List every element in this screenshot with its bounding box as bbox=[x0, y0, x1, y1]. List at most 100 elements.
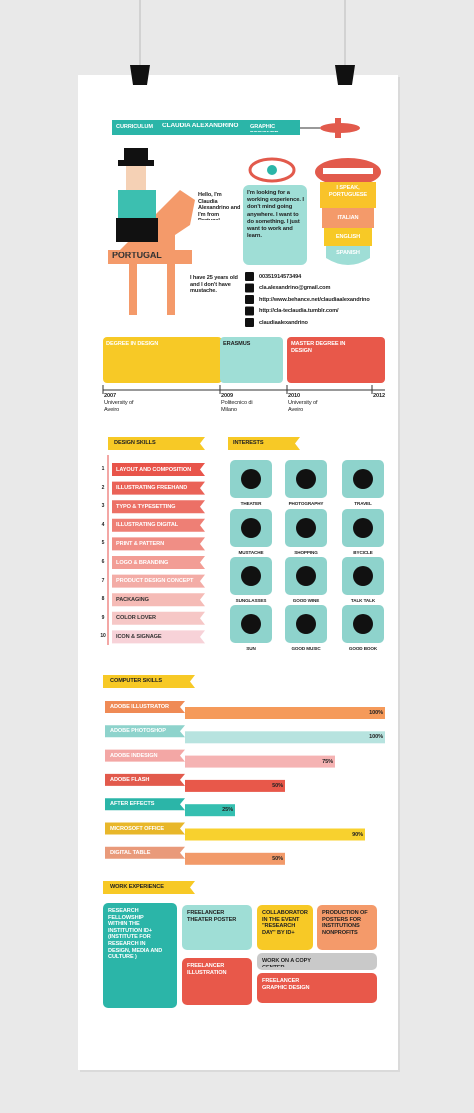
timeline-year: 2012 bbox=[373, 393, 386, 399]
work-box bbox=[257, 905, 313, 950]
computer-skill: ADOBE INDESIGN bbox=[110, 752, 158, 759]
ribbon bbox=[112, 518, 205, 532]
skill-number: 4 bbox=[101, 521, 105, 528]
ribbon bbox=[105, 822, 185, 835]
header-name: CLAUDIA ALEXANDRINO bbox=[162, 123, 239, 129]
skill-number: 8 bbox=[101, 596, 105, 603]
contact-icon bbox=[245, 272, 254, 281]
interest-glyph bbox=[353, 614, 373, 634]
timeline-place: University of Aveiro bbox=[104, 400, 134, 413]
language: SPANISH bbox=[336, 250, 360, 256]
intro-looking: I'm looking for a working experience. I … bbox=[247, 190, 304, 240]
skill-level: 100% bbox=[369, 710, 383, 716]
work-item: FREELANCER THEATER POSTER bbox=[187, 910, 237, 923]
interest-label: SHOPPING bbox=[294, 550, 318, 555]
interest-glyph bbox=[296, 614, 316, 634]
ribbon bbox=[105, 725, 185, 738]
skills-rail bbox=[107, 455, 109, 645]
interest-glyph bbox=[353, 469, 373, 489]
ribbon bbox=[112, 537, 205, 551]
work-item: WORK ON A COPY CENTER bbox=[262, 958, 311, 967]
contact-text: claudiaalexandrino bbox=[259, 319, 308, 326]
interest-glyph bbox=[241, 614, 261, 634]
computer-skill: DIGITAL TABLE bbox=[110, 849, 151, 856]
section-title: DESIGN SKILLS bbox=[114, 440, 156, 446]
binder-clip bbox=[130, 65, 150, 85]
interest-label: GOOD WINE bbox=[292, 598, 320, 603]
section-title: WORK EXPERIENCE bbox=[110, 884, 164, 890]
contact-icon bbox=[245, 283, 254, 293]
contact-text: http://www.behance.net/claudiaalexandrin… bbox=[259, 296, 370, 303]
timeline-year: 2007 bbox=[104, 393, 117, 399]
work-item: FREELANCER GRAPHIC DESIGN bbox=[262, 978, 310, 991]
language: ITALIAN bbox=[337, 215, 359, 221]
language: ENGLISH bbox=[335, 234, 361, 240]
intro-country: PORTUGAL bbox=[112, 252, 162, 260]
timeline-place: University of Aveiro bbox=[288, 400, 318, 413]
ribbon bbox=[228, 437, 300, 450]
section-title: INTERESTS bbox=[233, 440, 264, 446]
ribbon bbox=[105, 846, 185, 859]
design-skill: ICON & SIGNAGE bbox=[116, 633, 162, 640]
interest-glyph bbox=[353, 518, 373, 538]
skill-bar bbox=[185, 731, 385, 744]
ribbon bbox=[103, 675, 195, 688]
skill-level: 90% bbox=[352, 831, 363, 838]
eye-icon bbox=[248, 157, 296, 183]
interest-glyph bbox=[241, 469, 261, 489]
interest-glyph bbox=[296, 566, 316, 586]
interest-label: TALK TALK bbox=[350, 598, 376, 603]
computer-skill: MICROSOFT OFFICE bbox=[110, 825, 165, 832]
skill-bar bbox=[185, 779, 285, 792]
ribbon bbox=[103, 881, 195, 894]
timeline-label: MASTER DEGREE IN DESIGN bbox=[291, 341, 346, 354]
timeline-box bbox=[220, 337, 283, 383]
contact-text: 00351914573494 bbox=[259, 273, 302, 280]
timeline-place: Politecnico di Milano bbox=[221, 400, 253, 413]
work-item: RESEARCH FELLOWSHIP WITHIN THE INSTITUTI… bbox=[108, 908, 163, 961]
ribbon bbox=[108, 437, 205, 450]
design-skill: ILLUSTRATING DIGITAL bbox=[116, 522, 179, 529]
ribbon bbox=[112, 463, 205, 476]
design-skill: PRODUCT DESIGN CONCEPT bbox=[116, 578, 194, 585]
section-title: COMPUTER SKILLS bbox=[110, 678, 162, 684]
computer-skill: ADOBE PHOTOSHOP bbox=[110, 728, 166, 735]
intro-hello: Hello, I'm Claudia Alexandrino and I'm f… bbox=[198, 192, 241, 220]
interest-label: BYCICLE bbox=[353, 550, 373, 555]
ribbon bbox=[112, 593, 205, 607]
design-skill: LAYOUT AND COMPOSITION bbox=[116, 466, 192, 473]
interest-glyph bbox=[353, 566, 373, 586]
timeline-year: 2010 bbox=[288, 393, 301, 399]
work-box bbox=[257, 953, 377, 970]
ribbon bbox=[112, 630, 205, 644]
timeline-box bbox=[287, 337, 385, 383]
work-item: FREELANCER ILLUSTRATION bbox=[187, 963, 227, 976]
interest-label: TRAVEL bbox=[354, 501, 372, 506]
interest-label: THEATER bbox=[240, 501, 262, 506]
timeline-label: DEGREE IN DESIGN bbox=[106, 341, 159, 347]
ribbon bbox=[112, 500, 205, 514]
ribbon bbox=[105, 798, 185, 811]
interest-label: GOOD MUSIC bbox=[291, 646, 321, 651]
timeline-year: 2009 bbox=[221, 393, 234, 399]
work-box bbox=[257, 973, 377, 1003]
design-skill: LOGO & BRANDING bbox=[116, 559, 169, 566]
design-skill: PRINT & PATTERN bbox=[116, 540, 165, 547]
contact-icon bbox=[245, 295, 254, 304]
skill-level: 100% bbox=[369, 734, 383, 741]
design-skill: COLOR LOVER bbox=[116, 615, 156, 622]
computer-skill: ADOBE FLASH bbox=[110, 776, 150, 783]
interest-label: MUSTACHE bbox=[238, 550, 264, 555]
ribbon bbox=[105, 773, 185, 786]
skill-level: 50% bbox=[272, 855, 283, 862]
languages-title: I SPEAK, bbox=[336, 185, 360, 191]
work-box bbox=[103, 903, 177, 1008]
skill-level: 50% bbox=[272, 782, 283, 789]
skill-level: 25% bbox=[222, 807, 233, 814]
work-box bbox=[317, 905, 377, 950]
contact-icon bbox=[245, 318, 254, 327]
speech-bubble bbox=[243, 185, 307, 265]
skill-number: 10 bbox=[100, 633, 106, 640]
